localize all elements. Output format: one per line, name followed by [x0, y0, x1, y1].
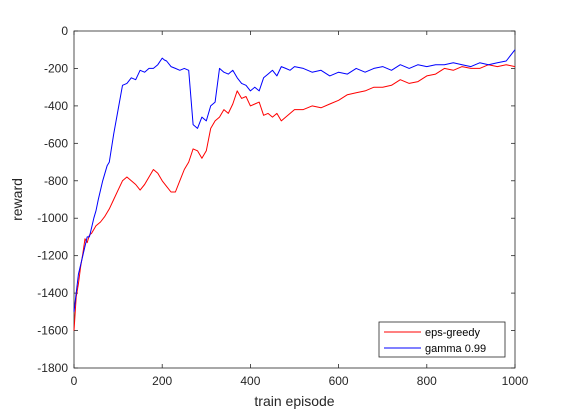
plot-area — [73, 30, 516, 369]
x-tick-label: 200 — [152, 374, 172, 388]
x-axis-label: train episode — [254, 393, 334, 409]
y-tick-label: -1400 — [37, 286, 68, 300]
y-tick-label: -400 — [44, 99, 68, 113]
x-tick-label: 600 — [329, 374, 349, 388]
series-line-gamma — [73, 49, 516, 312]
series-layer — [73, 49, 516, 331]
series-line-eps-greedy — [73, 64, 516, 331]
y-tick-label: -1000 — [37, 211, 68, 225]
y-tick-label: 0 — [61, 24, 68, 38]
x-axis: 0 200 400 600 800 1000 — [71, 31, 529, 388]
x-tick-label: 0 — [71, 374, 78, 388]
y-axis: -1800 -1600 -1400 -1200 -1000 -800 -600 -400 -20… — [37, 24, 515, 375]
legend-label-gamma: gamma 0.99 — [425, 343, 486, 355]
x-tick-label: 800 — [417, 374, 437, 388]
y-tick-label: -600 — [44, 136, 68, 150]
y-tick-label: -800 — [44, 174, 68, 188]
y-axis-label: reward — [9, 178, 25, 221]
y-tick-label: -1800 — [37, 361, 68, 375]
x-tick-label: 400 — [240, 374, 260, 388]
legend-label-eps-greedy: eps-greedy — [425, 327, 481, 339]
x-tick-label: 1000 — [502, 374, 529, 388]
y-tick-label: -1200 — [37, 249, 68, 263]
y-tick-label: -1600 — [37, 324, 68, 338]
legend-box — [378, 321, 506, 358]
legend: eps-greedy gamma 0.99 — [378, 321, 506, 358]
y-tick-label: -200 — [44, 61, 68, 75]
